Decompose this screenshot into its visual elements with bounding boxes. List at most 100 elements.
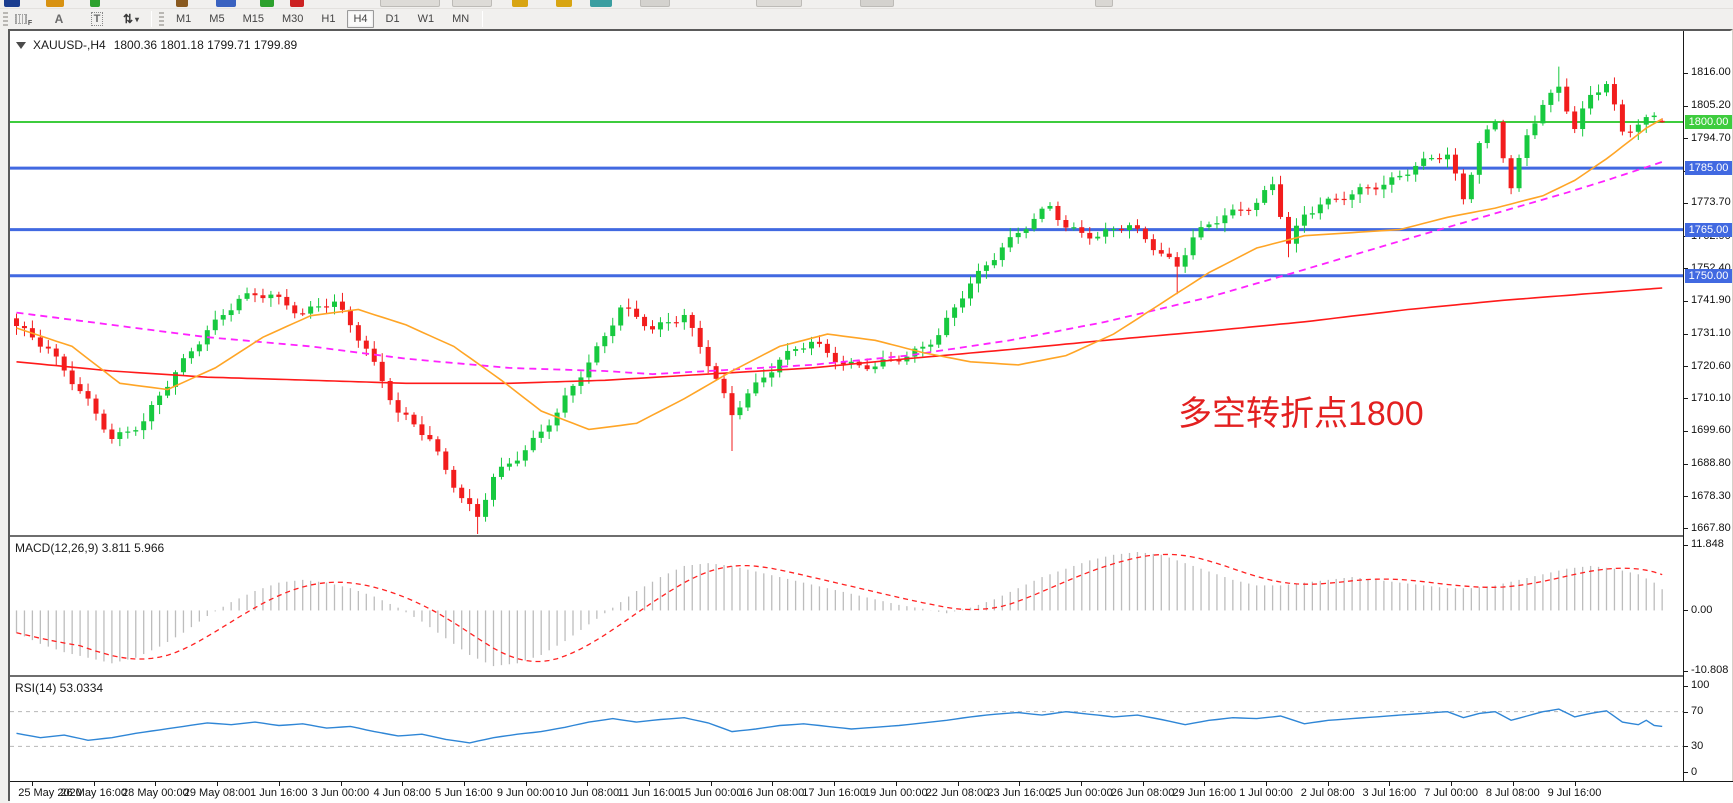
time-tick-mark xyxy=(463,782,465,786)
text-label-icon: T xyxy=(90,12,104,26)
time-tick-mark xyxy=(834,782,836,786)
time-tick-mark xyxy=(32,782,33,786)
clipped-icon xyxy=(640,0,670,7)
time-axis-label: 9 Jul 16:00 xyxy=(1547,787,1602,799)
axis-tick-mark xyxy=(1684,772,1688,774)
time-axis-label: 23 Jun 16:00 xyxy=(987,787,1051,799)
timeframe-button-h4[interactable]: H4 xyxy=(347,10,374,28)
price-level-badge: 1785.00 xyxy=(1685,161,1732,176)
price-level-badge: 1750.00 xyxy=(1685,268,1732,283)
time-axis-label: 16 Jun 08:00 xyxy=(740,787,805,799)
timeframe-button-w1[interactable]: W1 xyxy=(417,13,435,25)
arrange-tool-button[interactable]: ⇅ ▾ xyxy=(121,10,141,28)
axis-tick-mark xyxy=(1684,202,1688,204)
time-axis-label: 9 Jun 00:00 xyxy=(496,787,555,799)
timeframe-button-group: M1 M5 M15 M30 H1 H4 D1 W1 MN xyxy=(167,10,478,28)
axis-tick-mark xyxy=(1684,496,1688,498)
axis-tick-mark xyxy=(1684,333,1688,335)
axis-tick-mark xyxy=(1684,300,1688,302)
main-chart-panel[interactable]: XAUUSD-,H4 1800.36 1801.18 1799.71 1799.… xyxy=(10,31,1683,535)
chart-text-annotation: 多空转折点1800 xyxy=(1178,395,1424,433)
time-tick-mark xyxy=(710,782,712,786)
macd-indicator-panel[interactable]: MACD(12,26,9) 3.811 5.966 xyxy=(10,537,1683,675)
time-tick-mark xyxy=(895,782,897,786)
time-axis-label: 25 Jun 00:00 xyxy=(1049,787,1113,799)
axis-tick-mark xyxy=(1684,544,1688,546)
time-axis-label: 10 Jun 08:00 xyxy=(555,787,620,799)
axis-tick-mark xyxy=(1684,366,1688,368)
time-tick-mark xyxy=(402,782,404,786)
time-tick-mark xyxy=(587,782,589,786)
double-arrow-icon: ⇅ xyxy=(122,12,133,26)
axis-tick-mark xyxy=(1684,138,1688,140)
grid-tool-button[interactable]: F xyxy=(13,10,33,28)
time-tick-mark xyxy=(525,782,527,786)
rsi-tick-label: 30 xyxy=(1691,739,1704,752)
chart-symbol-period: XAUUSD-,H4 xyxy=(33,38,106,52)
timeframe-button-m5[interactable]: M5 xyxy=(209,13,225,25)
time-axis-label: 29 Jun 16:00 xyxy=(1172,787,1237,799)
clipped-icon xyxy=(46,0,64,7)
axis-tick-mark xyxy=(1684,430,1688,432)
clipped-toolbar-row xyxy=(0,0,1733,9)
candlestick-canvas[interactable] xyxy=(10,31,1683,535)
rsi-canvas[interactable] xyxy=(10,677,1683,781)
time-axis-label: 19 Jun 00:00 xyxy=(863,787,928,799)
timeframe-button-m15[interactable]: M15 xyxy=(242,13,264,25)
price-tick-label: 1816.00 xyxy=(1691,66,1731,79)
time-axis-label: 3 Jun 00:00 xyxy=(311,787,370,799)
time-axis-label: 29 May 08:00 xyxy=(183,787,251,799)
rsi-tick-label: 70 xyxy=(1691,705,1704,718)
panel-splitter[interactable] xyxy=(10,675,1683,677)
clipped-icon xyxy=(556,0,572,7)
time-axis[interactable]: 25 May 2020 26 May 16:00 28 May 00:00 29 Ma… xyxy=(10,781,1733,803)
time-tick-mark xyxy=(649,782,650,786)
time-tick-mark xyxy=(1512,782,1514,786)
time-tick-mark xyxy=(340,782,342,786)
time-tick-mark xyxy=(772,782,774,786)
time-tick-mark xyxy=(155,782,157,786)
time-tick-mark xyxy=(957,782,959,786)
timeframe-button-m30[interactable]: M30 xyxy=(281,13,304,25)
timeframe-button-mn[interactable]: MN xyxy=(452,13,470,25)
time-tick-mark xyxy=(1327,782,1329,786)
macd-canvas[interactable] xyxy=(10,537,1683,675)
time-tick-mark xyxy=(278,782,280,786)
time-axis-label: 17 Jun 16:00 xyxy=(802,787,866,799)
axis-tick-mark xyxy=(1684,670,1688,672)
macd-tick-label: 11.848 xyxy=(1691,538,1724,551)
timeframe-button-d1[interactable]: D1 xyxy=(385,13,400,25)
price-axis[interactable]: 1816.001805.201794.701784.201773.701762.… xyxy=(1683,31,1732,781)
one-click-trading-icon[interactable] xyxy=(16,41,26,49)
clipped-icon xyxy=(860,0,894,7)
timeframe-button-m1[interactable]: M1 xyxy=(176,13,192,25)
grid-icon xyxy=(14,14,27,24)
price-tick-label: 1720.60 xyxy=(1691,359,1731,372)
font-tool-button[interactable]: A xyxy=(49,10,69,28)
axis-tick-mark xyxy=(1684,398,1688,400)
time-axis-label: 1 Jul 00:00 xyxy=(1239,787,1293,799)
timeframe-toolbar-drag-handle[interactable] xyxy=(159,12,164,26)
clipped-icon xyxy=(260,0,274,7)
time-tick-mark xyxy=(217,782,219,786)
panel-splitter[interactable] xyxy=(10,535,1683,537)
axis-tick-mark xyxy=(1684,610,1688,612)
axis-tick-mark xyxy=(1684,746,1688,748)
clipped-icon xyxy=(590,0,612,7)
clipped-icon xyxy=(1095,0,1113,7)
toolbar-drag-handle[interactable] xyxy=(3,12,8,26)
time-axis-label: 26 May 16:00 xyxy=(60,787,128,799)
grid-icon-sub: F xyxy=(27,19,33,27)
time-tick-mark xyxy=(1451,782,1453,786)
rsi-tick-label: 100 xyxy=(1691,679,1710,692)
time-axis-label: 3 Jul 16:00 xyxy=(1362,787,1417,799)
time-tick-mark xyxy=(1266,782,1267,786)
time-axis-label: 26 Jun 08:00 xyxy=(1110,787,1175,799)
timeframe-button-h1[interactable]: H1 xyxy=(321,13,336,25)
price-level-badge: 1800.00 xyxy=(1685,114,1732,129)
rsi-indicator-panel[interactable]: RSI(14) 53.0334 xyxy=(10,677,1683,781)
text-label-tool-button[interactable]: T xyxy=(87,10,107,28)
clipped-icon xyxy=(380,0,440,7)
price-tick-label: 1699.60 xyxy=(1691,424,1731,437)
clipped-icon xyxy=(90,0,100,7)
